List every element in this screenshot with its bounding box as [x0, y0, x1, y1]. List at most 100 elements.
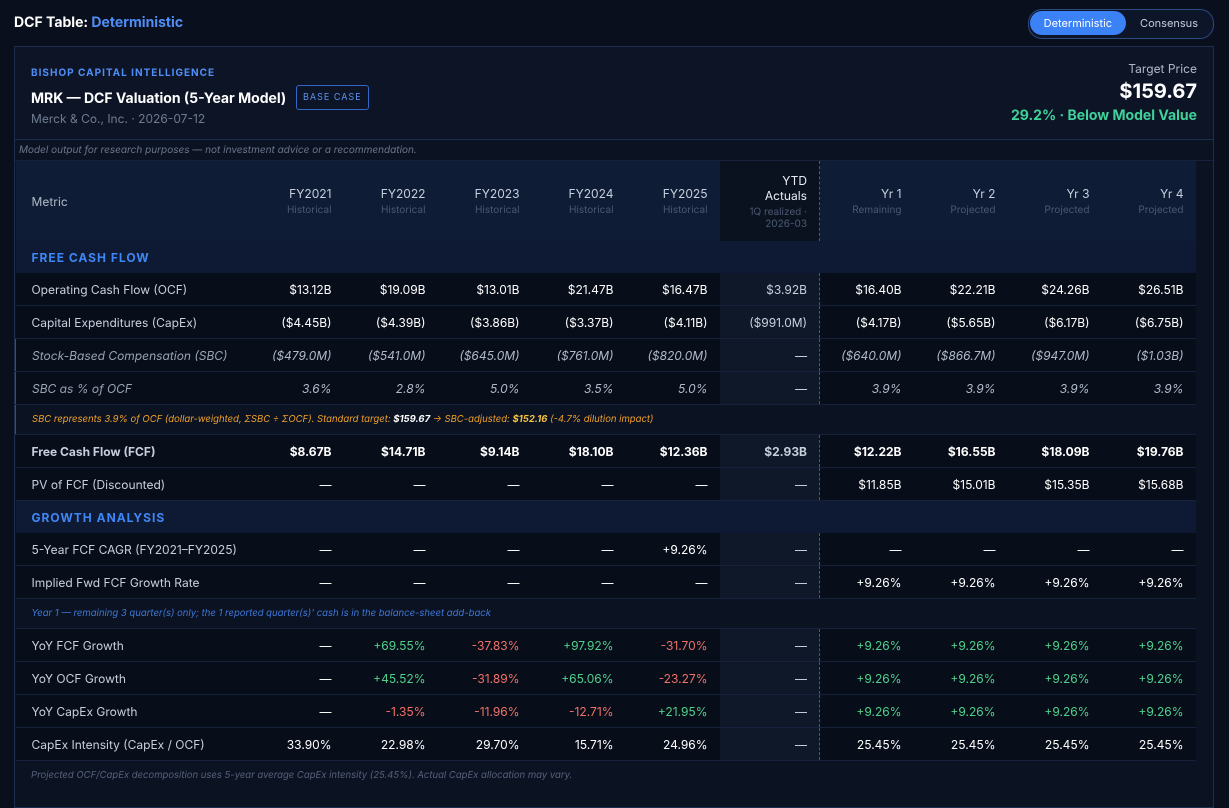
- data-row: SBC as % of OCF 3.6% 2.8% 5.0% 3.5% 5.0% —3.9%…: [15, 371, 1196, 405]
- note-part: SBC represents 3.9% of OCF (dollar-weigh…: [32, 414, 394, 425]
- cell: 3.9%: [1007, 371, 1102, 405]
- title-prefix: DCF Table:: [14, 14, 89, 31]
- cell: +9.26%: [1101, 628, 1196, 662]
- cell: $3.92B: [719, 273, 820, 306]
- data-row: Free Cash Flow (FCF) $8.67B $14.71B $9.14B $…: [15, 434, 1196, 468]
- row-label: YoY OCF Growth: [15, 661, 250, 695]
- row-label: Free Cash Flow (FCF): [15, 434, 250, 468]
- cell: ($4.17B): [819, 305, 914, 339]
- cell: $18.10B: [531, 434, 626, 468]
- column-label: FY2022: [380, 186, 426, 201]
- cell: $15.68B: [1101, 467, 1196, 501]
- page-title: DCF Table: Deterministic: [14, 14, 183, 31]
- toggle-button[interactable]: Consensus: [1126, 11, 1212, 35]
- card-header: BISHOP CAPITAL INTELLIGENCE MRK — DCF Va…: [15, 47, 1213, 140]
- cell: 33.90%: [249, 727, 344, 761]
- cell: +9.26%: [913, 565, 1008, 599]
- cell: —: [719, 661, 820, 695]
- cell: 25.45%: [913, 727, 1008, 761]
- data-row: YoY FCF Growth — +69.55% -37.83% +97.92% -31.…: [15, 628, 1196, 662]
- cell: 3.9%: [1101, 371, 1196, 405]
- cell: +21.95%: [625, 694, 720, 728]
- cell: ($761.0M): [531, 338, 626, 372]
- row-label: Capital Expenditures (CapEx): [15, 305, 250, 339]
- cell: $12.22B: [819, 434, 914, 468]
- brand: BISHOP CAPITAL INTELLIGENCE: [31, 67, 216, 79]
- table-body: FREE CASH FLOW Operating Cash Flow (OCF) $…: [15, 241, 1196, 761]
- row-label: YoY CapEx Growth: [15, 694, 250, 728]
- data-row: CapEx Intensity (CapEx / OCF) 33.90% 22.98…: [15, 727, 1196, 761]
- cell: +9.26%: [819, 565, 914, 599]
- cell: $11.85B: [819, 467, 914, 501]
- cell: +69.55%: [343, 628, 438, 662]
- toggle-button[interactable]: Deterministic: [1029, 11, 1127, 35]
- column-sub: Historical: [287, 204, 332, 216]
- cell: 29.70%: [437, 727, 532, 761]
- cell: ($820.0M): [625, 338, 720, 372]
- cell: $14.71B: [343, 434, 438, 468]
- top-bar: DCF Table: Deterministic Deterministic C…: [14, 0, 1214, 46]
- target-label: Target Price: [1128, 61, 1197, 76]
- cell: $2.93B: [719, 434, 820, 468]
- column-label: Yr 1: [881, 186, 902, 201]
- cell: —: [437, 565, 532, 599]
- data-row: PV of FCF (Discounted) — — — — — — $11.85B $15.0…: [15, 467, 1196, 501]
- data-row: 5-Year FCF CAGR (FY2021–FY2025) — — — — +9.26…: [15, 533, 1196, 566]
- row-label: 5-Year FCF CAGR (FY2021–FY2025): [15, 533, 250, 566]
- cell: +9.26%: [913, 694, 1008, 728]
- cell: ($4.45B): [249, 305, 344, 339]
- cell: 25.45%: [1007, 727, 1102, 761]
- cell: +9.26%: [819, 661, 914, 695]
- row-label: PV of FCF (Discounted): [15, 467, 250, 501]
- note-part: $159.67: [393, 414, 431, 425]
- cell: —: [249, 661, 344, 695]
- cell: +9.26%: [1101, 661, 1196, 695]
- cell: $16.55B: [913, 434, 1008, 468]
- row-label: Operating Cash Flow (OCF): [15, 273, 250, 306]
- cell: —: [1101, 533, 1196, 566]
- cell: —: [531, 565, 626, 599]
- cell: ($3.37B): [531, 305, 626, 339]
- cell: —: [819, 533, 914, 566]
- cell: —: [531, 533, 626, 566]
- subtitle: Merck & Co., Inc. · 2026-07-12: [31, 111, 206, 126]
- header-row: Metric FY2021 Historical FY2022 Historical FY…: [15, 161, 1196, 241]
- cell: -23.27%: [625, 661, 720, 695]
- cell: +9.26%: [1007, 694, 1102, 728]
- column-sub: Projected: [1044, 204, 1090, 216]
- mode-toggle: Deterministic Consensus: [1027, 9, 1214, 39]
- data-row: Implied Fwd FCF Growth Rate — — — — — — +9.26% +…: [15, 565, 1196, 599]
- cell: —: [1007, 533, 1102, 566]
- dcf-table: Metric FY2021 Historical FY2022 Historical FY…: [15, 161, 1196, 761]
- target-note: 29.2% · Below Model Value: [1010, 107, 1197, 124]
- cell: ($4.39B): [343, 305, 438, 339]
- cell: +9.26%: [1007, 661, 1102, 695]
- metric-header: Metric: [15, 161, 250, 241]
- cell: $21.47B: [531, 273, 626, 306]
- disclaimer: Model output for research purposes — not…: [15, 140, 1213, 161]
- cell: -37.83%: [437, 628, 532, 662]
- column-header: Yr 1 Remaining: [819, 161, 914, 241]
- cell: 22.98%: [343, 727, 438, 761]
- section-title: GROWTH ANALYSIS: [15, 500, 1196, 533]
- cell: $15.01B: [913, 467, 1008, 501]
- cell: +9.26%: [819, 628, 914, 662]
- cell: 5.0%: [437, 371, 532, 405]
- data-row: Stock-Based Compensation (SBC) ($479.0M)(…: [15, 338, 1196, 372]
- data-row: Capital Expenditures (CapEx) ($4.45B) ($4.…: [15, 305, 1196, 339]
- data-row: Operating Cash Flow (OCF) $13.12B $19.09B $…: [15, 273, 1196, 306]
- column-header: FY2023 Historical: [437, 161, 532, 241]
- row-label: SBC as % of OCF: [15, 371, 250, 405]
- column-header: FY2024 Historical: [531, 161, 626, 241]
- column-header: FY2021 Historical: [249, 161, 344, 241]
- cell: $18.09B: [1007, 434, 1102, 468]
- column-header: Yr 2 Projected: [913, 161, 1008, 241]
- cell: ($5.65B): [913, 305, 1008, 339]
- data-row: YoY CapEx Growth — -1.35% -11.96% -12.71% +21…: [15, 694, 1196, 728]
- column-header: Yr 4 Projected: [1101, 161, 1196, 241]
- cell: —: [249, 694, 344, 728]
- cell: +65.06%: [531, 661, 626, 695]
- note-part: Year 1 — remaining 3 quarter(s) only; th…: [31, 608, 491, 619]
- cell: —: [719, 565, 820, 599]
